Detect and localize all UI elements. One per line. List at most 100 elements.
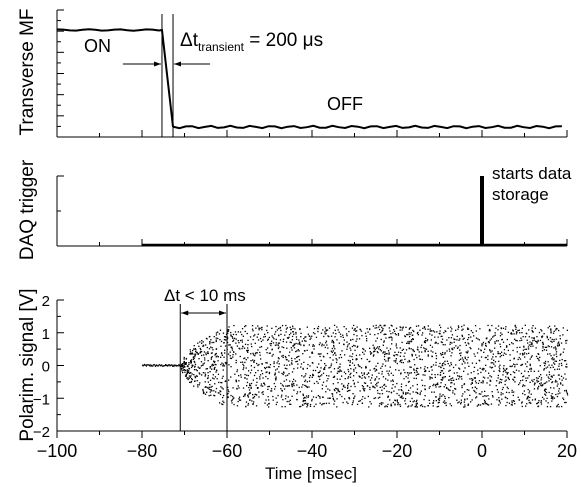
pol-data-point xyxy=(348,370,350,373)
pol-data-point xyxy=(236,405,239,407)
pol-data-point xyxy=(425,348,428,350)
pol-data-point xyxy=(257,333,259,335)
pol-data-point xyxy=(245,405,247,408)
pol-data-point xyxy=(511,402,513,404)
pol-data-point xyxy=(417,346,419,348)
pol-data-point xyxy=(204,393,207,395)
pol-data-point xyxy=(217,337,219,340)
pol-data-point xyxy=(560,383,562,385)
pol-data-point xyxy=(190,352,192,355)
pol-data-point xyxy=(565,360,567,362)
pol-data-point xyxy=(473,377,475,379)
pol-data-point xyxy=(558,406,560,408)
pol-data-point xyxy=(561,379,563,381)
pol-data-point xyxy=(508,378,510,381)
pol-data-point xyxy=(210,358,212,360)
pol-data-point xyxy=(400,359,402,362)
pol-data-point xyxy=(507,349,509,352)
pol-data-point xyxy=(550,355,552,357)
pol-data-point xyxy=(532,340,534,342)
pol-data-point xyxy=(189,381,191,383)
pol-data-point xyxy=(194,348,197,350)
pol-data-point xyxy=(338,331,340,333)
pol-data-point xyxy=(348,398,351,400)
pol-data-point xyxy=(257,339,260,341)
pol-data-point xyxy=(303,403,306,405)
pol-data-point xyxy=(291,395,293,397)
pol-data-point xyxy=(551,364,553,366)
pol-data-point xyxy=(444,376,446,378)
pol-data-point xyxy=(541,330,543,332)
pol-data-point xyxy=(502,354,505,356)
pol-data-point xyxy=(266,352,268,354)
pol-data-point xyxy=(401,341,403,344)
pol-data-point xyxy=(414,364,416,366)
pol-data-point xyxy=(423,368,426,370)
pol-data-point xyxy=(184,362,186,364)
pol-data-point xyxy=(351,403,353,406)
pol-data-point xyxy=(382,402,384,404)
pol-data-point xyxy=(231,399,233,401)
pol-data-point xyxy=(311,351,313,353)
pol-data-point xyxy=(409,327,411,329)
pol-data-point xyxy=(399,360,401,363)
pol-data-point xyxy=(193,345,195,347)
pol-data-point xyxy=(559,359,561,362)
pol-data-point xyxy=(504,396,506,398)
pol-data-point xyxy=(412,401,414,403)
pol-data-point xyxy=(465,344,467,346)
pol-data-point xyxy=(204,375,206,377)
pol-data-point xyxy=(424,374,426,376)
pol-data-point xyxy=(543,389,546,392)
pol-data-point xyxy=(247,351,249,353)
pol-data-point xyxy=(558,341,560,343)
pol-data-point xyxy=(291,335,294,338)
pol-data-point xyxy=(359,376,361,378)
pol-data-point xyxy=(450,377,452,380)
pol-data-point xyxy=(407,342,409,344)
pol-data-point xyxy=(302,394,304,396)
pol-data-point xyxy=(402,393,404,395)
pol-data-point xyxy=(542,345,544,347)
pol-data-point xyxy=(550,395,552,397)
pol-data-point xyxy=(360,358,363,360)
pol-data-point xyxy=(288,400,290,403)
pol-data-point xyxy=(295,342,297,345)
pol-data-point xyxy=(393,360,395,362)
pol-data-point xyxy=(336,339,338,341)
pol-data-point xyxy=(559,354,561,356)
pol-data-point xyxy=(230,357,233,360)
pol-data-point xyxy=(511,342,513,344)
pol-data-point xyxy=(250,386,252,389)
pol-data-point xyxy=(326,329,329,331)
pol-data-point xyxy=(553,330,555,332)
pol-data-point xyxy=(213,390,215,392)
pol-data-point xyxy=(512,329,514,331)
pol-data-point xyxy=(195,349,197,351)
pol-data-point xyxy=(513,333,515,335)
pol-data-point xyxy=(527,377,529,379)
pol-data-point xyxy=(514,376,516,379)
pol-data-point xyxy=(185,375,187,377)
pol-data-point xyxy=(319,378,321,380)
pol-data-point xyxy=(213,341,215,344)
pol-data-point xyxy=(343,343,345,346)
pol-data-point xyxy=(150,364,153,366)
pol-data-point xyxy=(563,360,566,362)
pol-data-point xyxy=(230,400,233,402)
pol-data-point xyxy=(345,373,347,375)
pol-data-point xyxy=(528,375,530,377)
pol-data-point xyxy=(414,371,416,374)
pol-data-point xyxy=(505,376,507,378)
pol-data-point xyxy=(286,368,288,370)
pol-data-point xyxy=(383,387,385,390)
pol-data-point xyxy=(504,370,506,372)
pol-data-point xyxy=(184,363,186,365)
pol-data-point xyxy=(366,338,368,340)
pol-data-point xyxy=(383,358,386,361)
pol-data-point xyxy=(463,360,465,363)
pol-data-point xyxy=(309,374,311,377)
pol-data-point xyxy=(312,374,314,377)
pol-data-point xyxy=(446,387,448,389)
pol-data-point xyxy=(230,394,232,397)
